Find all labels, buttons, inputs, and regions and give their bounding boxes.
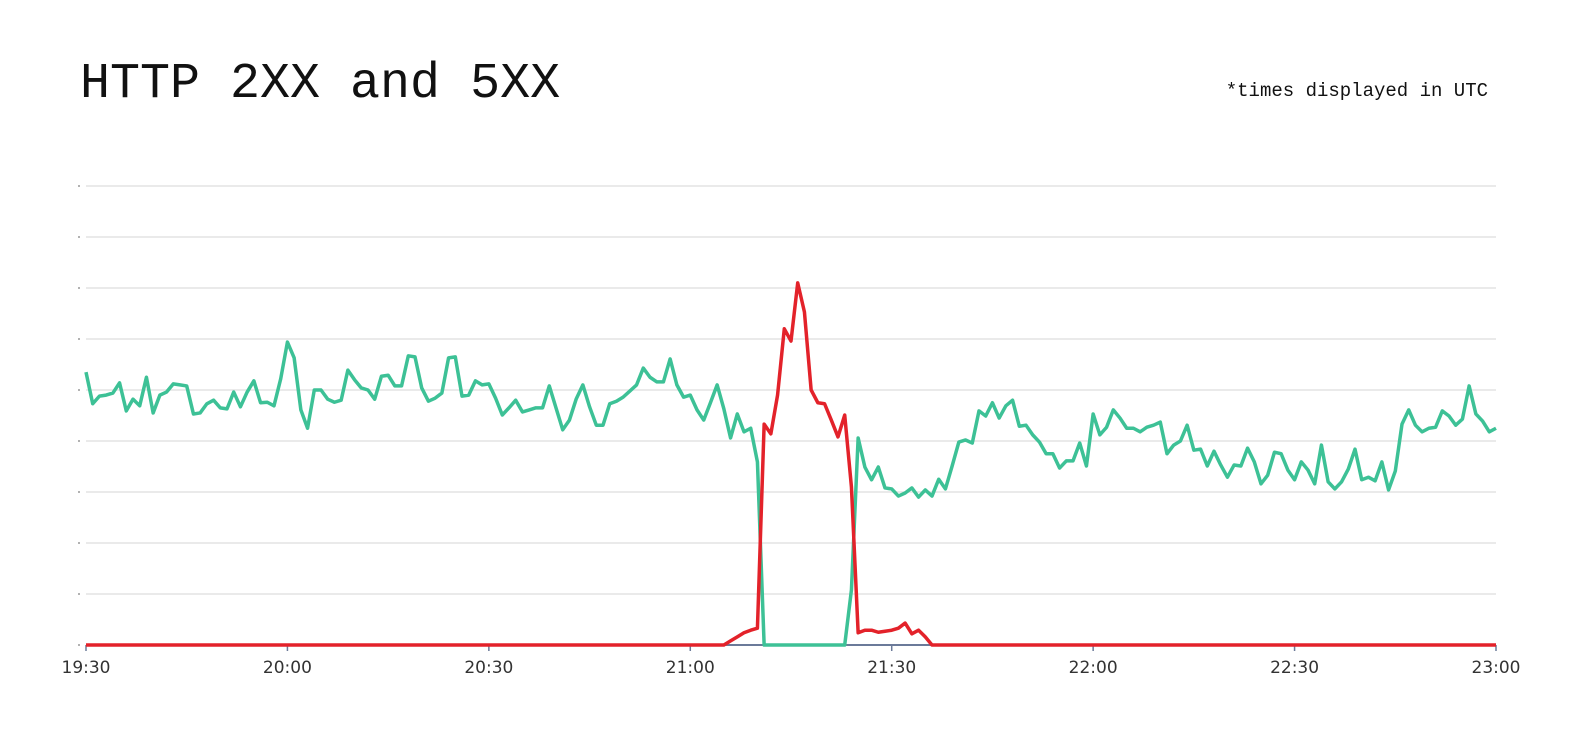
time-note: *times displayed in UTC xyxy=(1226,80,1488,102)
series-line xyxy=(86,281,1496,647)
series-line xyxy=(84,340,1497,647)
x-tick-label: 21:00 xyxy=(666,658,715,678)
x-tick-label: 21:30 xyxy=(867,658,916,678)
x-tick-label: 20:00 xyxy=(263,658,312,678)
x-tick-label: 20:30 xyxy=(464,658,513,678)
x-tick-label: 23:00 xyxy=(1472,658,1521,678)
x-tick-label: 22:30 xyxy=(1270,658,1319,678)
x-tick-label: 22:00 xyxy=(1069,658,1118,678)
chart-title: HTTP 2XX and 5XX xyxy=(80,56,560,113)
x-tick-label: 19:30 xyxy=(62,658,111,678)
